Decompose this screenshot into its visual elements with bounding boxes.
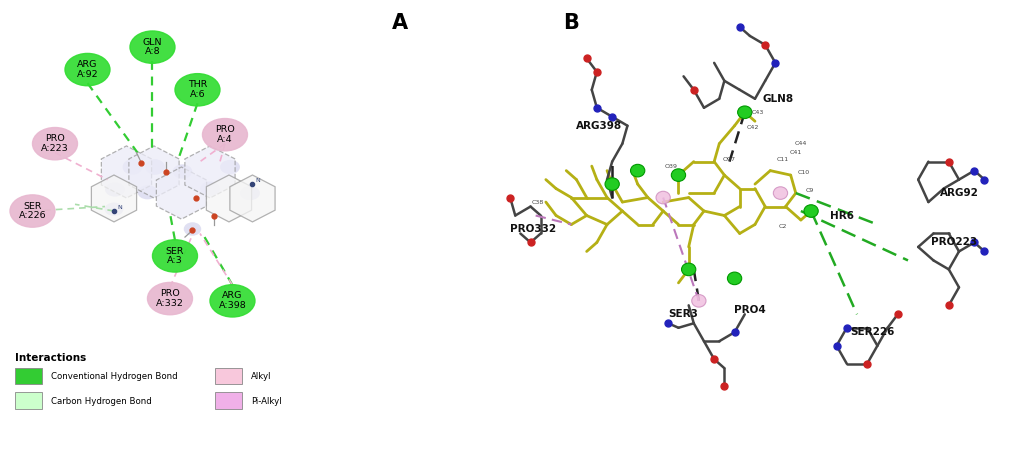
Text: PRO
A:4: PRO A:4 bbox=[215, 125, 235, 144]
Ellipse shape bbox=[175, 74, 220, 106]
Text: GLN
A:8: GLN A:8 bbox=[142, 38, 163, 57]
Ellipse shape bbox=[153, 240, 198, 272]
Text: PRO
A:332: PRO A:332 bbox=[157, 289, 184, 308]
Ellipse shape bbox=[145, 159, 165, 175]
Ellipse shape bbox=[65, 53, 110, 86]
Text: SER
A:3: SER A:3 bbox=[166, 247, 184, 265]
Text: B: B bbox=[564, 13, 580, 34]
Polygon shape bbox=[157, 167, 207, 219]
Text: C2: C2 bbox=[779, 224, 787, 229]
Circle shape bbox=[682, 263, 696, 276]
Text: C38: C38 bbox=[532, 199, 544, 205]
Ellipse shape bbox=[104, 202, 123, 216]
Text: HR6: HR6 bbox=[829, 211, 853, 220]
Ellipse shape bbox=[220, 160, 240, 174]
Text: ARG
A:92: ARG A:92 bbox=[77, 60, 98, 79]
Bar bbox=[215, 392, 242, 409]
Text: C11: C11 bbox=[777, 157, 789, 162]
Circle shape bbox=[692, 295, 706, 307]
Circle shape bbox=[727, 272, 741, 285]
Text: C42: C42 bbox=[746, 125, 759, 131]
Bar bbox=[215, 368, 242, 384]
Ellipse shape bbox=[184, 222, 201, 236]
Text: PRO4: PRO4 bbox=[734, 305, 766, 315]
Circle shape bbox=[774, 187, 788, 199]
Circle shape bbox=[605, 178, 619, 190]
Text: SER226: SER226 bbox=[850, 327, 895, 337]
Text: PRO332: PRO332 bbox=[510, 224, 557, 234]
Text: PRO
A:223: PRO A:223 bbox=[41, 134, 69, 153]
Bar bbox=[15, 368, 42, 384]
Ellipse shape bbox=[137, 185, 158, 199]
Text: Conventional Hydrogen Bond: Conventional Hydrogen Bond bbox=[50, 372, 178, 381]
Text: PRO223: PRO223 bbox=[931, 238, 977, 247]
Ellipse shape bbox=[32, 128, 78, 160]
Circle shape bbox=[672, 169, 686, 181]
Text: O39: O39 bbox=[665, 163, 678, 169]
Circle shape bbox=[737, 106, 751, 119]
Text: Interactions: Interactions bbox=[15, 353, 86, 363]
Circle shape bbox=[804, 205, 818, 217]
Ellipse shape bbox=[200, 181, 220, 196]
Text: O97: O97 bbox=[723, 157, 736, 162]
Text: ARG
A:398: ARG A:398 bbox=[218, 291, 246, 310]
Text: Carbon Hydrogen Bond: Carbon Hydrogen Bond bbox=[50, 397, 152, 406]
Text: Alkyl: Alkyl bbox=[250, 372, 272, 381]
Polygon shape bbox=[206, 175, 251, 222]
Text: SER
A:226: SER A:226 bbox=[18, 202, 46, 220]
Ellipse shape bbox=[105, 182, 125, 197]
Bar bbox=[15, 392, 42, 409]
Text: A: A bbox=[392, 13, 408, 34]
Text: Pi-Alkyl: Pi-Alkyl bbox=[250, 397, 282, 406]
Ellipse shape bbox=[210, 285, 255, 317]
Polygon shape bbox=[230, 175, 275, 222]
Ellipse shape bbox=[10, 195, 55, 227]
Text: GLN8: GLN8 bbox=[763, 94, 794, 104]
Text: C44: C44 bbox=[795, 141, 807, 146]
Polygon shape bbox=[185, 146, 235, 198]
Polygon shape bbox=[129, 146, 179, 198]
Text: C41: C41 bbox=[790, 150, 802, 155]
Text: SER3: SER3 bbox=[669, 309, 699, 319]
Polygon shape bbox=[91, 175, 136, 222]
Ellipse shape bbox=[202, 119, 247, 151]
Text: THR
A:6: THR A:6 bbox=[188, 80, 207, 99]
Ellipse shape bbox=[147, 282, 193, 315]
Circle shape bbox=[656, 191, 671, 204]
Ellipse shape bbox=[173, 164, 193, 179]
Text: ARG92: ARG92 bbox=[939, 188, 979, 198]
Circle shape bbox=[630, 164, 644, 177]
Text: C43: C43 bbox=[751, 110, 764, 115]
Ellipse shape bbox=[122, 159, 142, 175]
Text: C10: C10 bbox=[797, 170, 809, 176]
Text: N: N bbox=[256, 178, 261, 183]
Text: ARG398: ARG398 bbox=[577, 121, 622, 131]
Ellipse shape bbox=[130, 31, 175, 63]
Text: N: N bbox=[117, 205, 122, 210]
Polygon shape bbox=[101, 146, 152, 198]
Ellipse shape bbox=[240, 186, 260, 200]
Text: C9: C9 bbox=[806, 188, 814, 194]
